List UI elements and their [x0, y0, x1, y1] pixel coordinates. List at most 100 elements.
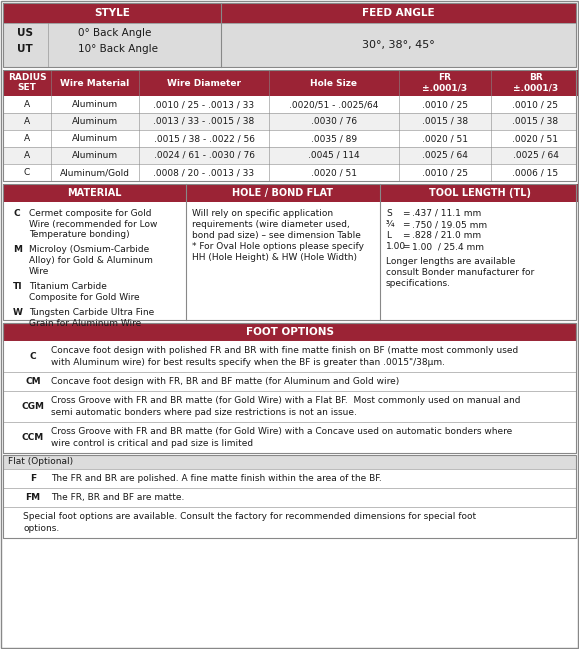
Text: SET: SET	[17, 84, 36, 93]
Bar	[3, 113, 576, 130]
Text: Titanium Carbide: Titanium Carbide	[29, 282, 107, 291]
Text: .0010 / 25: .0010 / 25	[422, 168, 468, 177]
Text: .0025 / 64: .0025 / 64	[422, 151, 468, 160]
Text: The FR and BR are polished. A fine matte finish within the area of the BF.: The FR and BR are polished. A fine matte…	[51, 474, 382, 483]
Bar	[3, 507, 576, 538]
Text: Composite for Gold Wire: Composite for Gold Wire	[29, 293, 140, 302]
Bar	[3, 3, 221, 23]
Bar	[186, 184, 380, 202]
Bar	[3, 372, 576, 391]
Text: 0° Back Angle: 0° Back Angle	[78, 28, 151, 38]
Text: Wire: Wire	[29, 267, 49, 275]
Text: .0008 / 20 - .0013 / 33: .0008 / 20 - .0013 / 33	[153, 168, 255, 177]
Text: ±.0001/3: ±.0001/3	[513, 84, 558, 93]
Text: A: A	[24, 151, 30, 160]
Text: S: S	[386, 209, 392, 218]
Text: Special foot options are available. Consult the factory for recommended dimensio: Special foot options are available. Cons…	[23, 512, 476, 521]
Bar	[3, 469, 576, 488]
Text: HOLE / BOND FLAT: HOLE / BOND FLAT	[233, 188, 334, 198]
Text: C: C	[13, 209, 20, 218]
Bar	[3, 323, 576, 341]
Bar	[3, 23, 221, 67]
Text: Aluminum: Aluminum	[72, 151, 118, 160]
Text: .0010 / 25 - .0013 / 33: .0010 / 25 - .0013 / 33	[153, 100, 255, 109]
Text: Tungsten Carbide Ultra Fine: Tungsten Carbide Ultra Fine	[29, 308, 154, 317]
Text: .0020 / 51: .0020 / 51	[311, 168, 357, 177]
Text: requirements (wire diameter used,: requirements (wire diameter used,	[192, 220, 350, 229]
Text: F: F	[30, 474, 36, 483]
Text: Microloy (Osmium-Carbide: Microloy (Osmium-Carbide	[29, 245, 149, 254]
Text: Wire Material: Wire Material	[60, 79, 130, 88]
Text: .437 / 11.1 mm: .437 / 11.1 mm	[412, 209, 481, 218]
Text: The FR, BR and BF are matte.: The FR, BR and BF are matte.	[51, 493, 184, 502]
Text: Cross Groove with FR and BR matte (for Gold Wire) with a Concave used on automat: Cross Groove with FR and BR matte (for G…	[51, 427, 512, 436]
Text: FEED ANGLE: FEED ANGLE	[362, 8, 435, 18]
Bar	[3, 184, 576, 320]
Bar	[3, 341, 576, 372]
Bar	[3, 164, 576, 181]
Text: .0035 / 89: .0035 / 89	[311, 134, 357, 143]
Bar	[269, 70, 399, 96]
Text: Aluminum: Aluminum	[72, 100, 118, 109]
Text: UT: UT	[17, 44, 33, 54]
Bar	[221, 3, 576, 23]
Text: Cross Groove with FR and BR matte (for Gold Wire) with a Flat BF.  Most commonly: Cross Groove with FR and BR matte (for G…	[51, 396, 521, 405]
Bar	[3, 130, 576, 147]
Text: .0045 / 114: .0045 / 114	[308, 151, 360, 160]
Text: .0030 / 76: .0030 / 76	[311, 117, 357, 126]
Bar	[3, 202, 576, 320]
Text: TI: TI	[13, 282, 23, 291]
Text: Aluminum: Aluminum	[72, 134, 118, 143]
Text: Cermet composite for Gold: Cermet composite for Gold	[29, 209, 152, 218]
Text: consult Bonder manufacturer for: consult Bonder manufacturer for	[386, 268, 534, 277]
Text: Aluminum: Aluminum	[72, 117, 118, 126]
Text: semi automatic bonders where pad size restrictions is not an issue.: semi automatic bonders where pad size re…	[51, 408, 357, 417]
Text: .0015 / 38: .0015 / 38	[422, 117, 468, 126]
Text: =: =	[402, 220, 409, 229]
Text: A: A	[24, 100, 30, 109]
Text: .750 / 19.05 mm: .750 / 19.05 mm	[412, 220, 487, 229]
Text: C: C	[24, 168, 30, 177]
Bar	[3, 70, 576, 181]
Text: TOOL LENGTH (TL): TOOL LENGTH (TL)	[429, 188, 531, 198]
Text: 1.00: 1.00	[386, 242, 406, 251]
Text: specifications.: specifications.	[386, 279, 451, 288]
Text: bond pad size) – see dimension Table: bond pad size) – see dimension Table	[192, 231, 361, 240]
Text: Concave foot design with polished FR and BR with fine matte finish on BF (matte : Concave foot design with polished FR and…	[51, 346, 518, 355]
Text: .0006 / 15: .0006 / 15	[512, 168, 559, 177]
Text: Aluminum/Gold: Aluminum/Gold	[60, 168, 130, 177]
Bar	[3, 147, 576, 164]
Bar	[3, 455, 576, 538]
Text: RADIUS: RADIUS	[8, 73, 46, 82]
Bar	[3, 184, 186, 202]
Text: CCM: CCM	[22, 433, 44, 442]
Text: Longer lengths are available: Longer lengths are available	[386, 257, 515, 266]
Text: Wire Diameter: Wire Diameter	[167, 79, 241, 88]
Text: A: A	[24, 117, 30, 126]
Bar	[51, 70, 139, 96]
Bar	[380, 184, 579, 202]
Text: .0015 / 38 - .0022 / 56: .0015 / 38 - .0022 / 56	[153, 134, 255, 143]
Bar	[221, 23, 576, 67]
Text: US: US	[17, 28, 33, 38]
Text: .0024 / 61 - .0030 / 76: .0024 / 61 - .0030 / 76	[153, 151, 255, 160]
Text: M: M	[13, 245, 22, 254]
Text: .0025 / 64: .0025 / 64	[512, 151, 558, 160]
Text: W: W	[13, 308, 23, 317]
Bar	[3, 323, 576, 453]
Text: .0020/51 - .0025/64: .0020/51 - .0025/64	[290, 100, 379, 109]
Text: FM: FM	[25, 493, 41, 502]
Text: Temperature bonding): Temperature bonding)	[29, 230, 130, 239]
Text: C: C	[30, 352, 36, 361]
Text: HH (Hole Height) & HW (Hole Width): HH (Hole Height) & HW (Hole Width)	[192, 253, 357, 262]
Bar	[3, 455, 576, 469]
Text: 30°, 38°, 45°: 30°, 38°, 45°	[362, 40, 435, 50]
Text: 1.00  / 25.4 mm: 1.00 / 25.4 mm	[412, 242, 484, 251]
Text: .828 / 21.0 mm: .828 / 21.0 mm	[412, 231, 481, 240]
Text: Flat (Optional): Flat (Optional)	[8, 458, 73, 467]
Text: Will rely on specific application: Will rely on specific application	[192, 209, 333, 218]
Text: .0015 / 38: .0015 / 38	[512, 117, 559, 126]
Text: MATERIAL: MATERIAL	[67, 188, 122, 198]
Text: .0013 / 33 - .0015 / 38: .0013 / 33 - .0015 / 38	[153, 117, 255, 126]
Text: .0010 / 25: .0010 / 25	[422, 100, 468, 109]
